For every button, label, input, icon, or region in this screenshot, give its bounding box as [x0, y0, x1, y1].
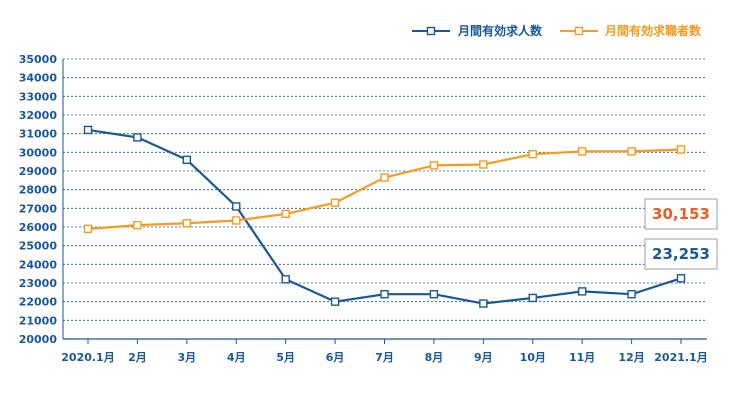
- x-tick-label: 4月: [227, 351, 246, 364]
- x-tick-label: 6月: [326, 351, 345, 364]
- x-tick-label: 2021.1月: [654, 351, 707, 364]
- data-point: [330, 297, 340, 306]
- x-tick-label: 12月: [618, 351, 644, 364]
- callout-value: 23,253: [652, 245, 710, 263]
- x-tick-label: 7月: [375, 351, 394, 364]
- callout-box: 23,253: [644, 238, 718, 270]
- y-tick-label: 33000: [19, 90, 58, 103]
- callout-frame: [644, 238, 718, 270]
- data-point: [429, 161, 439, 170]
- callout-value: 30,153: [652, 205, 710, 223]
- data-point: [330, 198, 340, 207]
- y-tick-label: 24000: [19, 258, 58, 271]
- x-tick-label: 5月: [276, 351, 295, 364]
- data-point: [83, 224, 93, 234]
- x-tick-label: 2020.1月: [61, 351, 114, 364]
- data-point: [133, 133, 142, 142]
- x-tick-label: 3月: [178, 351, 197, 364]
- x-tick-label: 9月: [474, 351, 493, 364]
- y-tick-label: 34000: [19, 72, 58, 85]
- data-point: [281, 275, 290, 284]
- data-point: [380, 290, 389, 299]
- callout-box: 30,153: [644, 198, 718, 230]
- y-tick-label: 30000: [19, 146, 58, 159]
- data-point: [83, 125, 93, 135]
- legend-marker: [574, 26, 584, 36]
- data-point: [676, 145, 686, 154]
- x-tick-label: 8月: [425, 351, 444, 364]
- data-point: [232, 216, 241, 225]
- y-tick-label: 26000: [19, 221, 58, 234]
- data-point: [479, 160, 488, 169]
- data-point: [380, 173, 389, 182]
- data-point: [479, 299, 488, 308]
- y-tick-label: 22000: [19, 296, 58, 309]
- series-2: [83, 145, 686, 234]
- y-tick-label: 20000: [19, 333, 58, 346]
- data-point: [528, 149, 537, 159]
- data-point: [627, 290, 636, 299]
- data-point: [577, 147, 587, 156]
- data-point: [232, 202, 241, 211]
- legend-label: 月間有効求人数: [457, 23, 543, 38]
- series-layer: [83, 125, 686, 308]
- data-point: [429, 290, 439, 299]
- data-point: [281, 209, 290, 219]
- data-point: [182, 155, 192, 165]
- data-point: [577, 287, 587, 296]
- data-point: [182, 219, 192, 228]
- grid-lines: [63, 58, 707, 321]
- y-tick-label: 31000: [19, 128, 58, 141]
- legend: 月間有効求人数 月間有効求職者数: [412, 23, 702, 38]
- y-tick-label: 28000: [19, 184, 58, 197]
- data-point: [528, 293, 537, 303]
- x-tick-label: 2月: [128, 351, 147, 364]
- y-axis: 20000 21000 22000 23000 24000 25000 26000 27000…: [19, 53, 64, 346]
- legend-label: 月間有効求職者数: [604, 23, 702, 38]
- x-tick-label: 10月: [520, 351, 546, 364]
- series-1: [83, 125, 686, 308]
- series-line: [87, 148, 682, 230]
- y-tick-label: 27000: [19, 202, 58, 215]
- legend-marker: [426, 26, 436, 36]
- series-line: [87, 128, 682, 305]
- y-tick-label: 23000: [19, 277, 58, 290]
- y-tick-label: 35000: [19, 53, 58, 66]
- data-point: [133, 220, 142, 230]
- callouts: 30,153 23,253: [644, 198, 718, 270]
- x-axis: 2020.1月 2月 3月 4月 5月 6月 7月 8月 9月 10月 11月 12月 2021.1月: [61, 338, 708, 364]
- y-tick-label: 29000: [19, 165, 58, 178]
- data-point: [627, 147, 636, 156]
- y-tick-label: 25000: [19, 240, 58, 253]
- y-tick-label: 32000: [19, 109, 58, 122]
- callout-frame: [644, 198, 718, 230]
- data-point: [676, 274, 686, 283]
- y-tick-label: 21000: [19, 314, 58, 327]
- x-tick-label: 11月: [569, 351, 595, 364]
